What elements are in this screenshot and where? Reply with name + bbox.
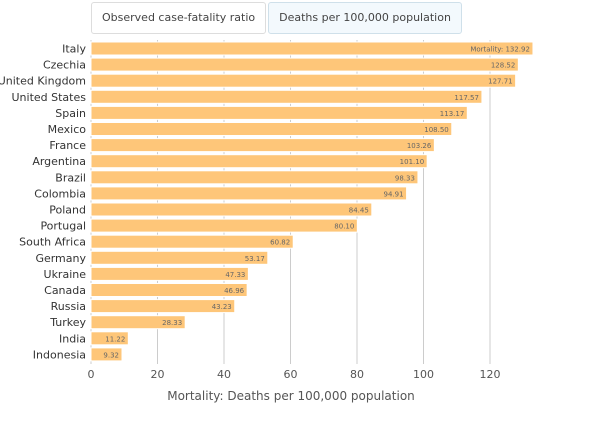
bar (90, 202, 373, 217)
tab-case-fatality-ratio[interactable]: Observed case-fatality ratio (91, 2, 267, 34)
metric-tabs: Observed case-fatality ratio Deaths per … (91, 2, 462, 34)
x-tick-label: 80 (350, 368, 364, 381)
bar (90, 234, 294, 249)
bar (90, 57, 519, 72)
data-label: 103.26 (407, 142, 432, 150)
data-label: 47.33 (225, 271, 245, 279)
category-label: Indonesia (33, 348, 86, 361)
category-label: Spain (55, 107, 86, 120)
data-label: 11.22 (105, 335, 125, 343)
data-label: 113.17 (440, 110, 465, 118)
data-label: 84.45 (349, 207, 369, 215)
bar (90, 299, 236, 314)
x-tick-label: 40 (217, 368, 231, 381)
data-label: 117.57 (454, 94, 479, 102)
category-label: Portugal (40, 220, 86, 233)
bar (90, 138, 435, 153)
category-label: Argentina (32, 155, 86, 168)
category-label: South Africa (19, 236, 86, 249)
bar (90, 186, 408, 201)
bar (90, 283, 248, 297)
x-tick-label: 100 (413, 368, 434, 381)
category-label: United States (12, 91, 87, 104)
category-label: Ukraine (44, 268, 87, 281)
bar (90, 170, 419, 185)
x-axis-title: Mortality: Deaths per 100,000 population (167, 389, 415, 403)
data-label: 108.50 (424, 126, 449, 134)
category-label: Germany (35, 252, 86, 265)
bar (90, 73, 517, 88)
data-label: 101.10 (400, 158, 425, 166)
data-label: 127.71 (488, 78, 513, 86)
bar (90, 250, 269, 265)
data-label: 9.32 (103, 351, 119, 359)
data-label: 128.52 (491, 62, 516, 70)
category-label: France (49, 139, 86, 152)
category-label: Mexico (48, 123, 87, 136)
bar (90, 347, 123, 362)
x-tick-label: 0 (88, 368, 95, 381)
category-label: Turkey (49, 316, 86, 329)
bar (90, 154, 428, 169)
bar (90, 218, 358, 233)
category-label: Russia (51, 300, 86, 313)
category-label: Czechia (43, 59, 86, 72)
data-label: 94.91 (384, 190, 404, 198)
data-label: 46.96 (224, 287, 245, 295)
category-label: Italy (62, 43, 86, 56)
bar (90, 41, 534, 56)
x-tick-label: 60 (284, 368, 298, 381)
tab-deaths-per-100k[interactable]: Deaths per 100,000 population (268, 2, 462, 34)
data-label: 60.82 (270, 239, 290, 247)
category-label: Colombia (34, 187, 86, 200)
category-label: United Kingdom (0, 75, 86, 88)
x-tick-label: 20 (151, 368, 165, 381)
data-label: 43.23 (212, 303, 232, 311)
data-label: Mortality: 132.92 (470, 46, 530, 54)
data-label: 80.10 (334, 223, 354, 231)
category-label: Canada (44, 284, 86, 297)
bar (90, 122, 453, 136)
bar (90, 266, 249, 281)
data-label: 28.33 (162, 319, 182, 327)
category-label: Brazil (55, 171, 86, 184)
data-label: 53.17 (245, 255, 265, 263)
data-label: 98.33 (395, 174, 415, 182)
bar (90, 105, 468, 120)
x-tick-label: 120 (480, 368, 501, 381)
bar (90, 331, 129, 346)
bar (90, 89, 483, 104)
category-label: Poland (49, 204, 86, 217)
bar (90, 315, 186, 330)
category-label: India (59, 332, 86, 345)
